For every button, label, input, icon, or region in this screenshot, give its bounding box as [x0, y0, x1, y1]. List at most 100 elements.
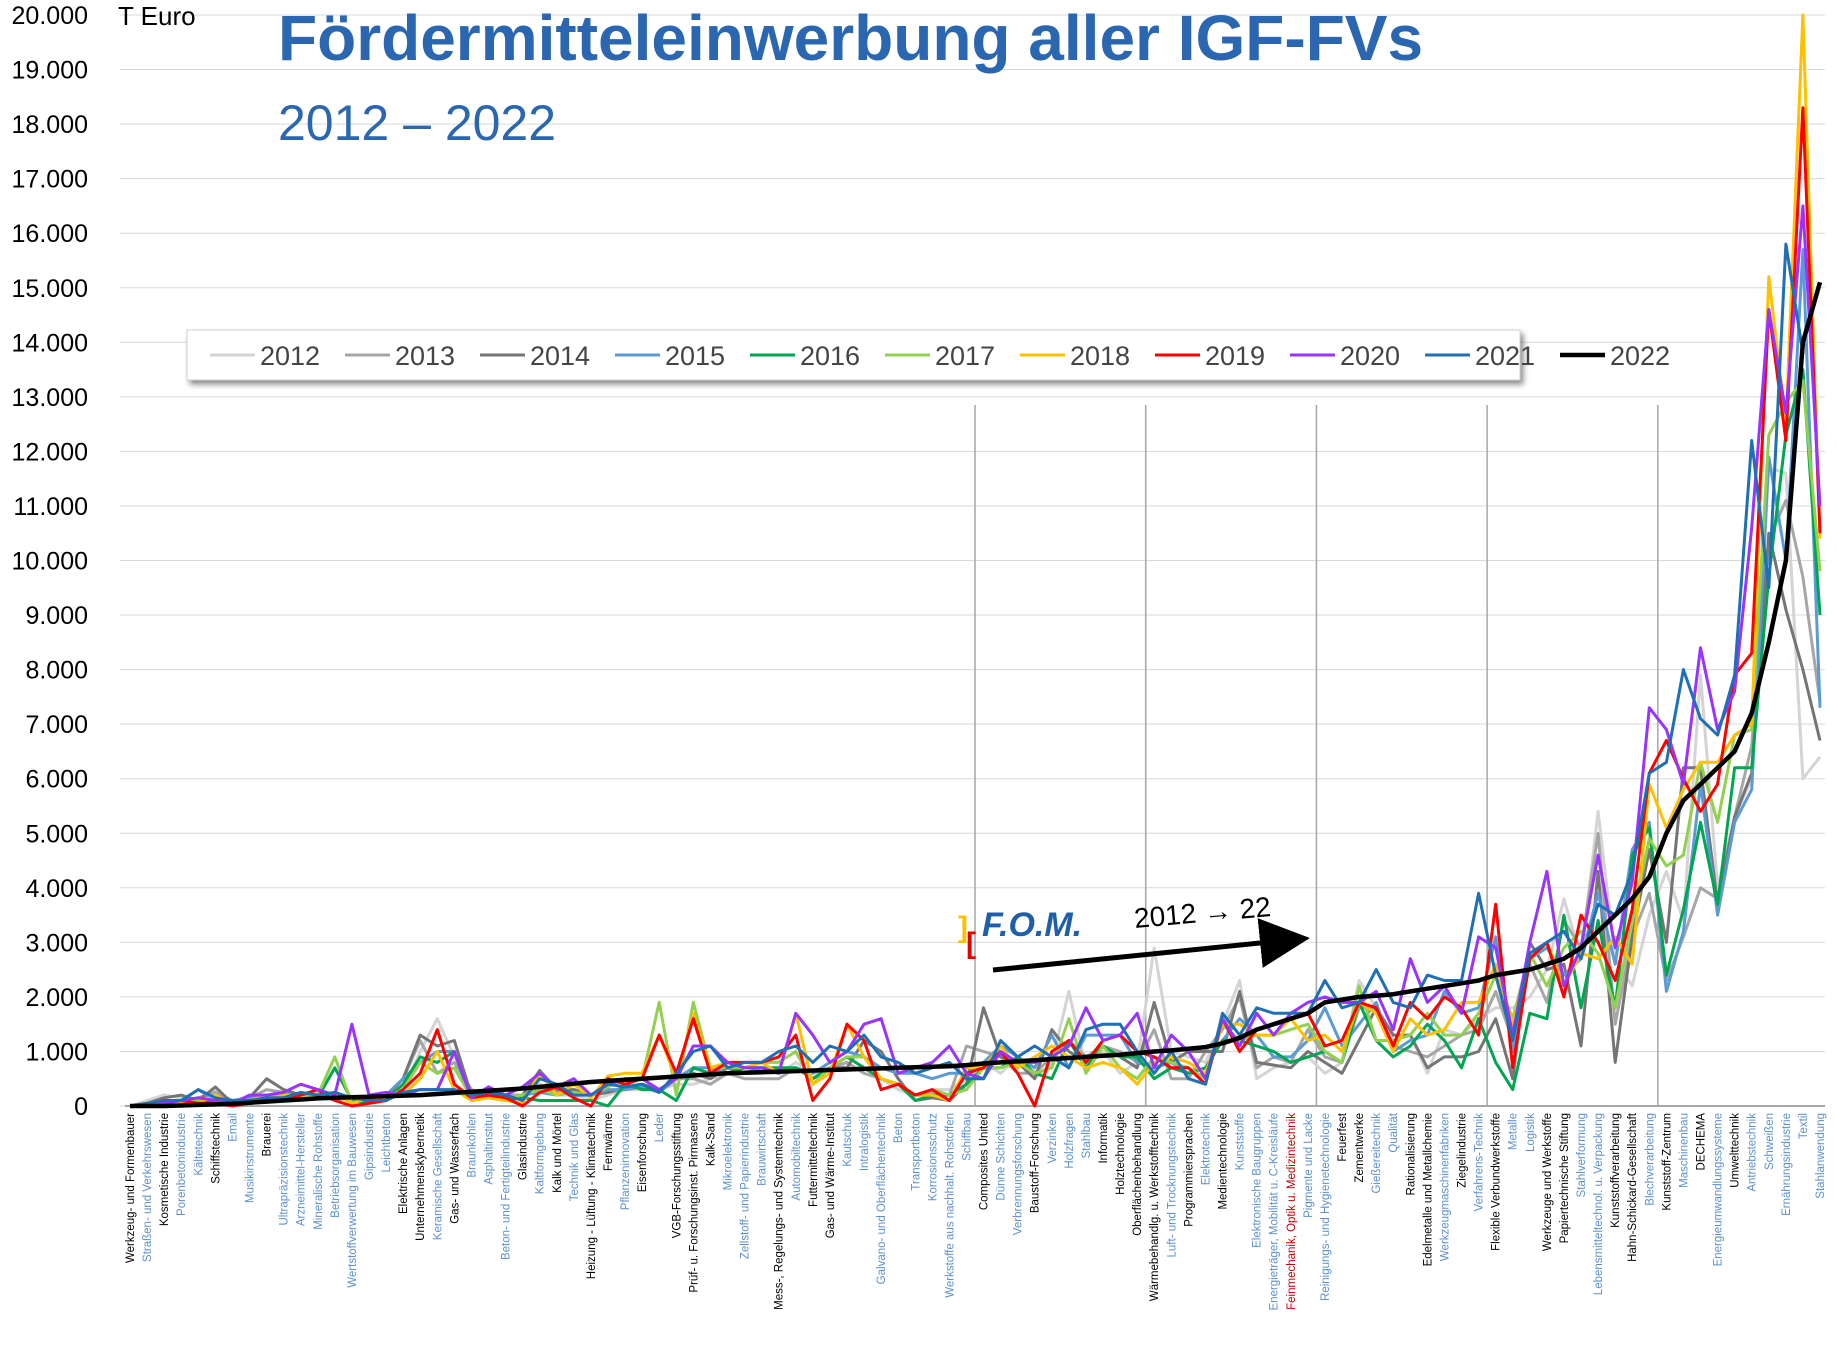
trend-label: 2012 → 22	[1133, 891, 1272, 934]
x-tick-label: Verfahrens-Technik	[1474, 1113, 1486, 1212]
x-axis: Werkzeug- und Formenbauer Straßen- und Ve…	[125, 1112, 1827, 1310]
x-tick-label: Baustoff-Forschung	[1030, 1113, 1042, 1213]
trend-arrow	[992, 918, 1310, 973]
x-tick-label: Verzinken	[1047, 1113, 1059, 1164]
series-line-2019	[129, 106, 1822, 1108]
x-tick-label: Kaltformgebung	[535, 1113, 547, 1194]
x-tick-label: Composites United	[979, 1113, 991, 1210]
y-tick-label: 12.000	[12, 438, 88, 466]
x-tick-label: Edelmetalle und Metallchemie	[1422, 1113, 1434, 1266]
x-tick-label: Energieträger, Mobilität u. C-Kreisläufe	[1269, 1113, 1281, 1311]
x-tick-label: Wertstoffverwertung im Bauwesen	[347, 1113, 359, 1288]
x-tick-label: Kältetechnik	[193, 1113, 205, 1176]
x-tick-label: Antriebstechnik	[1747, 1113, 1759, 1192]
x-tick-label: Elektrotechnik	[1200, 1113, 1212, 1185]
x-tick-label: Glasindustrie	[518, 1113, 530, 1180]
y-tick-label: 16.000	[12, 220, 88, 248]
x-tick-label: Logistik	[1525, 1113, 1537, 1152]
x-tick-label: Elektronische Baugruppen	[1252, 1113, 1264, 1248]
x-tick-label: Gipsindustrie	[364, 1113, 376, 1180]
x-tick-label: Oberflächenbehandlung	[1132, 1113, 1144, 1236]
y-tick-label: 10.000	[12, 548, 88, 576]
y-tick-label: 8.000	[25, 657, 88, 685]
x-tick-label: Pigmente und Lacke	[1303, 1113, 1315, 1218]
x-tick-label: Qualität	[1388, 1112, 1400, 1152]
x-tick-label: Stahlverformung	[1576, 1113, 1588, 1197]
x-tick-label: Reinigungs- und Hygienetechnologie	[1320, 1113, 1332, 1301]
legend-label-2014: 2014	[530, 341, 590, 371]
y-tick-label: 14.000	[12, 329, 88, 357]
legend: 2012 2013 2014 2015 2016 2017 2018 2019 2020 2021…	[186, 329, 1670, 381]
legend-label-2012: 2012	[260, 341, 320, 371]
x-tick-label: Maschinenbau	[1678, 1113, 1690, 1188]
y-tick-label: 9.000	[25, 602, 88, 630]
y-tick-label: 20.000	[12, 2, 88, 30]
legend-label-2015: 2015	[665, 341, 725, 371]
x-tick-label: Kalk-Sand	[705, 1113, 717, 1166]
fom-logo: F.O.M.	[982, 906, 1082, 944]
x-tick-label: Papiertechnische Stiftung	[1559, 1113, 1571, 1243]
x-tick-label: Ernährungsindustrie	[1781, 1113, 1793, 1216]
x-tick-label: Keramische Gesellschaft	[432, 1112, 444, 1240]
x-tick-label: Straßen- und Verkehrswesen	[142, 1113, 154, 1262]
y-tick-label: 0	[74, 1093, 88, 1121]
chart-subtitle: 2012 – 2022	[278, 95, 556, 151]
fom-logo-bracket-red: [	[966, 927, 976, 960]
y-tick-label: 4.000	[25, 875, 88, 903]
x-tick-label: Leder	[654, 1113, 666, 1143]
annotation: ] [ F.O.M. 2012 → 22	[958, 891, 1310, 973]
y-tick-label: 6.000	[25, 766, 88, 794]
x-tick-label: Holzfragen	[1064, 1113, 1076, 1169]
x-tick-label: Musikinstrumente	[244, 1113, 256, 1203]
x-tick-label: Heizung - Lüftung - Klimatechnik	[586, 1113, 598, 1279]
gridlines	[120, 14, 1825, 1107]
x-tick-label: Stahlanwendung	[1815, 1113, 1827, 1199]
x-tick-label: Feinmechanik, Optik u. Medizintechnik	[1286, 1113, 1298, 1310]
x-tick-label: Medientechnologie	[1218, 1113, 1230, 1210]
x-tick-label: Werkzeuge und Werkstoffe	[1542, 1113, 1554, 1251]
x-tick-label: Kautschuk	[842, 1113, 854, 1167]
y-tick-label: 2.000	[25, 984, 88, 1012]
x-tick-label: Mess-, Regelungs- und Systemtechnik	[774, 1113, 786, 1310]
x-tick-label: Wärmebehandlg. u. Werkstofftechnik	[1149, 1113, 1161, 1301]
x-tick-label: Automobiltechnik	[791, 1113, 803, 1201]
x-tick-label: Intralogistik	[859, 1113, 871, 1171]
x-tick-label: Informatik	[1098, 1113, 1110, 1164]
legend-label-2022: 2022	[1610, 341, 1670, 371]
y-tick-label: 19.000	[12, 57, 88, 85]
x-tick-label: Eisenforschung	[637, 1113, 649, 1192]
x-tick-label: Werkzeugmaschinenfabriken	[1439, 1113, 1451, 1261]
y-axis: 0 1.000 2.000 3.000 4.000 5.000 6.000 7.000 8.00…	[12, 2, 88, 1121]
x-tick-label: Zellstoff- und Papierindustrie	[740, 1113, 752, 1259]
x-tick-label: Gas- und Wasserfach	[449, 1113, 461, 1224]
x-tick-label: Ultrapräzisionstechnik	[279, 1113, 291, 1226]
x-tick-label: Brauwirtschaft	[757, 1112, 769, 1186]
legend-label-2020: 2020	[1340, 341, 1400, 371]
legend-label-2019: 2019	[1205, 341, 1265, 371]
y-tick-label: 17.000	[12, 166, 88, 194]
x-tick-label: Stahlbau	[1081, 1113, 1093, 1158]
legend-label-2021: 2021	[1475, 341, 1535, 371]
fom-logo-bracket: ]	[958, 911, 968, 944]
x-tick-label: Dünne Schichten	[996, 1113, 1008, 1201]
x-tick-label: Fernwärme	[603, 1113, 615, 1171]
legend-label-2017: 2017	[935, 341, 995, 371]
x-tick-label: Umwelttechnik	[1730, 1113, 1742, 1188]
x-tick-label: Werkzeug- und Formenbauer	[125, 1113, 137, 1263]
x-tick-label: Beton	[893, 1113, 905, 1143]
x-tick-label: Feuerfest	[1337, 1112, 1349, 1161]
y-tick-label: 11.000	[13, 493, 88, 521]
x-tick-label: Unternehmenskybernetik	[415, 1113, 427, 1241]
series-lines	[129, 13, 1823, 1109]
x-tick-label: Verbrennungsforschung	[1013, 1113, 1025, 1235]
x-tick-label: Textil	[1798, 1113, 1810, 1139]
x-tick-label: Arzneimittel-Hersteller	[296, 1113, 308, 1226]
x-tick-label: Holztechnologie	[1115, 1113, 1127, 1195]
x-tick-label: Elektrische Anlagen	[398, 1113, 410, 1214]
x-tick-label: Blechverarbeitung	[1644, 1113, 1656, 1206]
y-tick-label: 7.000	[25, 711, 88, 739]
x-tick-label: Transportbeton	[910, 1113, 922, 1191]
x-tick-label: Programmiersprachen	[1183, 1113, 1195, 1227]
x-tick-label: Flexible Verbundwerkstoffe	[1491, 1113, 1503, 1251]
chart-title: Fördermitteleinwerbung aller IGF-FVs	[278, 2, 1423, 74]
